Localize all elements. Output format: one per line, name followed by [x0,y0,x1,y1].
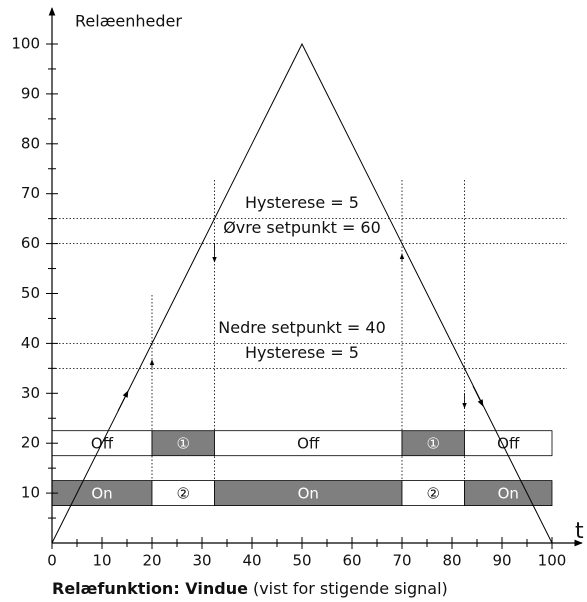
relay-label: ① [427,435,440,453]
x-tick-label: 100 [538,552,567,570]
threshold-label: Øvre setpunkt = 60 [223,218,381,237]
y-tick-label: 100 [11,35,40,53]
caption-bold: Relæfunktion: Vindue [52,579,248,598]
x-tick-label: 90 [492,552,511,570]
y-tick-label: 30 [21,384,40,402]
relay-label: Off [497,435,520,453]
y-tick-label: 10 [21,484,40,502]
relay-segment [464,480,553,507]
relay-label: Off [297,435,320,453]
y-tick-label: 40 [21,334,40,352]
direction-arrow [117,390,129,412]
relay-label: ① [177,435,190,453]
threshold-label: Hysterese = 5 [245,193,359,212]
x-tick-label: 50 [292,552,311,570]
direction-arrow [472,385,484,407]
relay-segment [51,480,153,507]
y-tick-label: 90 [21,84,40,102]
x-tick-label: 20 [142,552,161,570]
relay-label: ② [177,485,190,503]
x-axis-label: t [575,519,584,544]
relay-label: Off [91,435,114,453]
y-tick-label: 70 [21,184,40,202]
caption: Relæfunktion: Vindue (vist for stigende s… [52,579,448,598]
relay-segment [401,480,465,507]
relay-label: On [498,485,519,503]
x-tick-label: 30 [192,552,211,570]
signal-line [51,42,553,544]
relay-segment [151,430,215,457]
y-axis-label: Relæenheder [75,12,182,31]
x-tick-label: 10 [92,552,111,570]
y-tick-label: 20 [21,434,40,452]
relay-segment [464,430,553,457]
threshold-label: Hysterese = 5 [245,343,359,362]
x-tick-label: 0 [47,552,57,570]
relay-segment [214,430,403,457]
x-tick-label: 60 [342,552,361,570]
caption-rest: (vist for stigende signal) [253,579,448,598]
y-tick-label: 50 [21,284,40,302]
relay-segment [401,430,465,457]
relay-label: On [91,485,112,503]
relay-label: On [298,485,319,503]
threshold-label: Nedre setpunkt = 40 [218,318,386,337]
y-tick-label: 60 [21,234,40,252]
x-tick-label: 80 [442,552,461,570]
x-tick-label: 70 [392,552,411,570]
relay-label: ② [427,485,440,503]
x-tick-label: 40 [242,552,261,570]
y-tick-label: 80 [21,134,40,152]
